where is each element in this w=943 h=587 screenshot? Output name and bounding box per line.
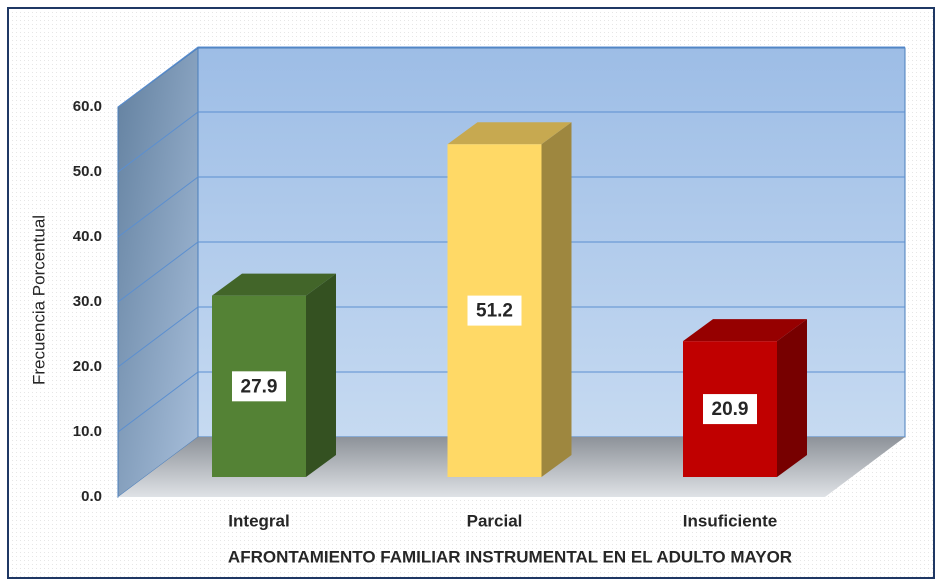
y-tick-label: 60.0 [73,98,102,115]
y-tick-label: 20.0 [73,358,102,375]
data-label-box [467,295,522,326]
x-tick-label: Parcial [467,511,523,530]
grid-line [117,111,905,173]
bar-top [212,273,336,296]
bar-top [447,122,572,145]
y-axis-label: Frecuencia Porcentual [29,215,48,385]
grid-line [117,46,905,108]
x-axis-label: AFRONTAMIENTO FAMILIAR INSTRUMENTAL EN E… [228,547,792,566]
y-tick-label: 0.0 [81,488,102,505]
bar-side [306,273,336,477]
y-tick-label: 10.0 [73,423,102,440]
data-label: 20.9 [712,399,749,420]
bar-top [683,319,807,342]
data-label: 51.2 [476,301,513,322]
data-label: 27.9 [241,376,278,397]
x-tick-label: Integral [228,511,289,530]
y-tick-label: 40.0 [73,228,102,245]
grid-line [117,176,905,238]
bar-side [777,319,807,477]
y-tick-label: 30.0 [73,293,102,310]
grid-line [117,306,905,368]
grid-line [117,371,905,433]
x-tick-label: Insuficiente [683,511,777,530]
y-tick-label: 50.0 [73,163,102,180]
data-label-box [703,394,757,425]
grid-line [117,241,905,303]
data-label-box [232,371,286,402]
bar-side [541,122,572,477]
